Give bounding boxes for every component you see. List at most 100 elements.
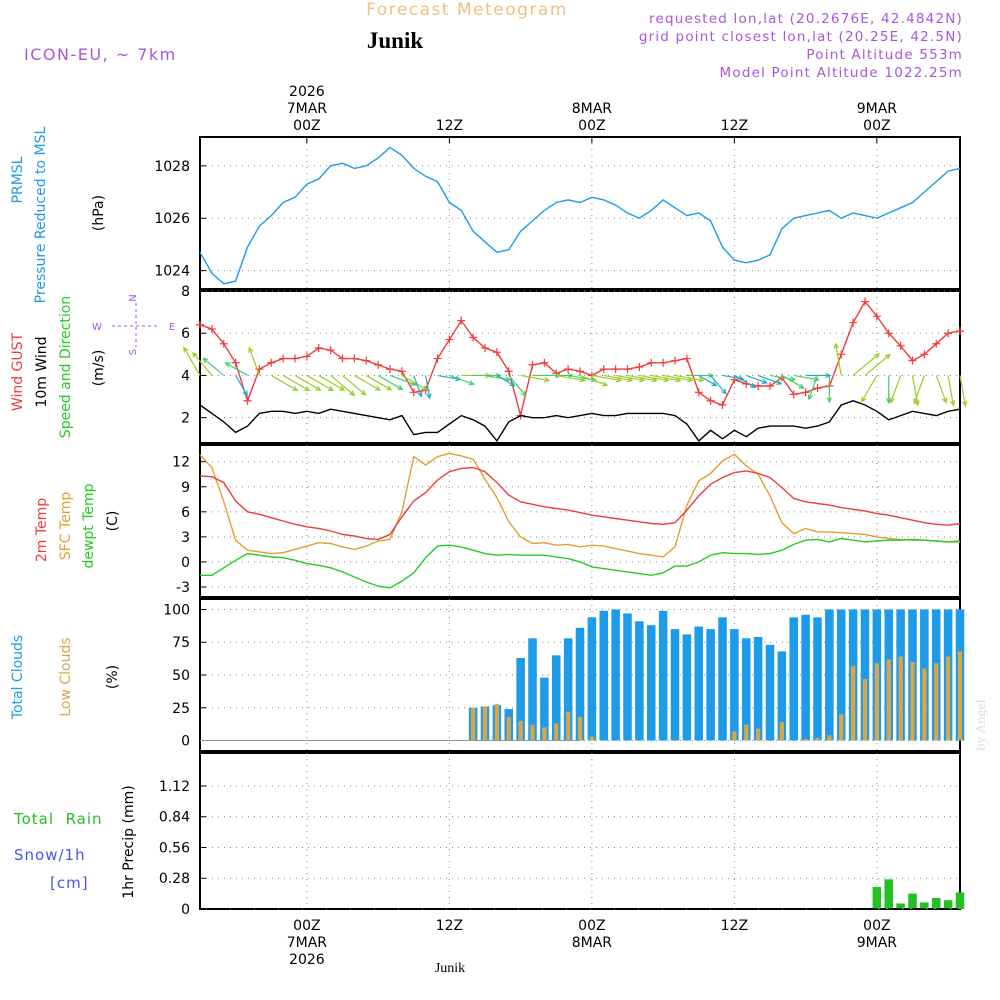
low-cloud-bar bbox=[542, 727, 547, 741]
wind-arrow bbox=[663, 374, 693, 382]
pressure-line bbox=[199, 146, 961, 285]
pressure-labels: PRMSL Pressure Reduced to MSL (hPa) bbox=[10, 126, 107, 303]
temp2m-line bbox=[199, 466, 961, 541]
low-cloud-bar bbox=[886, 659, 891, 741]
gust-marker bbox=[647, 358, 656, 367]
wind-arrow-head bbox=[889, 397, 895, 404]
wind-arrow bbox=[556, 374, 585, 382]
wind-arrow bbox=[484, 374, 510, 381]
wind-arrow-head bbox=[615, 377, 623, 383]
bottom-time-label: 8MAR bbox=[572, 935, 613, 951]
rain-bar bbox=[955, 892, 965, 909]
wind-arrow-head bbox=[509, 381, 516, 387]
gust-marker bbox=[433, 354, 442, 363]
ytick-label-clouds: 75 bbox=[172, 635, 190, 651]
wind-arrow-head bbox=[426, 393, 432, 400]
gust-marker bbox=[932, 339, 941, 348]
low-cloud-bar bbox=[494, 703, 500, 741]
gust-marker bbox=[671, 356, 679, 365]
total-cloud-bar bbox=[753, 637, 763, 741]
bottom-time-label: 12Z bbox=[436, 918, 463, 934]
wind-arrow bbox=[183, 347, 201, 376]
gust-marker bbox=[326, 346, 335, 355]
rain-bar bbox=[920, 902, 929, 909]
wind-arrow bbox=[270, 374, 298, 392]
wind-arrow bbox=[913, 375, 925, 404]
gust-marker bbox=[694, 388, 703, 397]
temp-labels: 2m Temp SFC Temp dewpt Temp (C) bbox=[34, 483, 121, 568]
wind-arrow bbox=[377, 374, 403, 390]
wind-arrow bbox=[639, 374, 669, 382]
wind-arrow-head bbox=[708, 372, 715, 379]
wind-arrow bbox=[769, 374, 795, 381]
gust-marker bbox=[528, 360, 537, 369]
model-name: ICON-EU, ~ 7km bbox=[24, 45, 177, 64]
total-cloud-bar bbox=[623, 613, 632, 741]
total-cloud-bar bbox=[670, 629, 680, 741]
wind-arrow bbox=[674, 374, 704, 382]
temp-label-dewpt: dewpt Temp bbox=[81, 483, 97, 568]
temp-label-2m: 2m Temp bbox=[34, 498, 50, 562]
gust-marker bbox=[908, 356, 917, 365]
pressure-unit: (hPa) bbox=[91, 195, 107, 231]
wind-arrow-head bbox=[833, 342, 840, 349]
gust-marker bbox=[302, 352, 311, 361]
ytick-label-precip: 0.28 bbox=[159, 871, 190, 887]
low-cloud-bar bbox=[945, 656, 951, 741]
gust-marker bbox=[944, 329, 953, 338]
ytick-label-temp: -3 bbox=[176, 580, 190, 596]
wind-arrow bbox=[835, 343, 842, 376]
total-cloud-bar bbox=[516, 657, 525, 741]
chart-title: Forecast Meteogram bbox=[366, 0, 568, 20]
wind-arrow bbox=[591, 374, 621, 382]
wind-arrow bbox=[365, 374, 392, 391]
total-cloud-bar bbox=[741, 638, 751, 741]
gust-marker bbox=[849, 318, 858, 327]
wind-arrow-head bbox=[825, 372, 832, 379]
total-cloud-bar bbox=[860, 609, 870, 741]
ytick-label-clouds: 25 bbox=[172, 701, 190, 717]
top-time-label: 2026 bbox=[289, 84, 325, 100]
panel-frame-pressure bbox=[199, 136, 961, 290]
total-cloud-bar bbox=[540, 677, 549, 741]
wind-arrow bbox=[318, 374, 345, 391]
low-cloud-bar bbox=[744, 724, 749, 741]
wind-arrow-head bbox=[468, 380, 476, 386]
gust-marker bbox=[350, 354, 359, 363]
panel-frame-wind bbox=[199, 290, 961, 444]
wind-arrow bbox=[354, 374, 381, 391]
top-time-label: 9MAR bbox=[857, 101, 898, 117]
wind-arrow-head bbox=[627, 377, 634, 383]
ytick-label-wind: 4 bbox=[181, 368, 190, 384]
gust-marker bbox=[338, 354, 347, 363]
wind-arrow bbox=[698, 374, 717, 387]
wind-arrow-head bbox=[749, 382, 757, 389]
watermark: by Angel bbox=[974, 699, 989, 750]
gust-marker bbox=[409, 388, 418, 397]
wind-arrow-head bbox=[675, 377, 682, 383]
compass-north: N bbox=[128, 294, 139, 301]
wind-arrow bbox=[864, 354, 891, 376]
top-time-label: 8MAR bbox=[572, 101, 613, 117]
total-cloud-bar bbox=[599, 610, 609, 741]
compass-west: W bbox=[92, 322, 102, 333]
gust-marker bbox=[872, 312, 881, 321]
compass-rose-icon: N S W E bbox=[92, 294, 175, 355]
wind-labels: Wind GUST 10m Wind Speed and Direction (… bbox=[10, 294, 175, 438]
compass-south: S bbox=[128, 349, 139, 355]
ytick-label-wind: 6 bbox=[181, 326, 190, 342]
total-cloud-bar bbox=[718, 617, 727, 741]
gust-marker bbox=[861, 297, 869, 306]
wind-arrow-head bbox=[711, 381, 718, 387]
gust-marker bbox=[207, 325, 216, 333]
bottom-time-label: 7MAR bbox=[287, 935, 328, 951]
ytick-label-precip: 0 bbox=[181, 902, 190, 918]
wind-label-speed-dir: Speed and Direction bbox=[58, 296, 74, 438]
gust-marker bbox=[682, 354, 691, 363]
wind-arrow-head bbox=[417, 391, 423, 398]
low-cloud-bar bbox=[803, 739, 808, 741]
wind-arrow bbox=[282, 374, 310, 392]
gust-marker bbox=[196, 320, 204, 329]
wind-arrow bbox=[808, 375, 819, 400]
ytick-label-wind: 8 bbox=[181, 284, 190, 300]
